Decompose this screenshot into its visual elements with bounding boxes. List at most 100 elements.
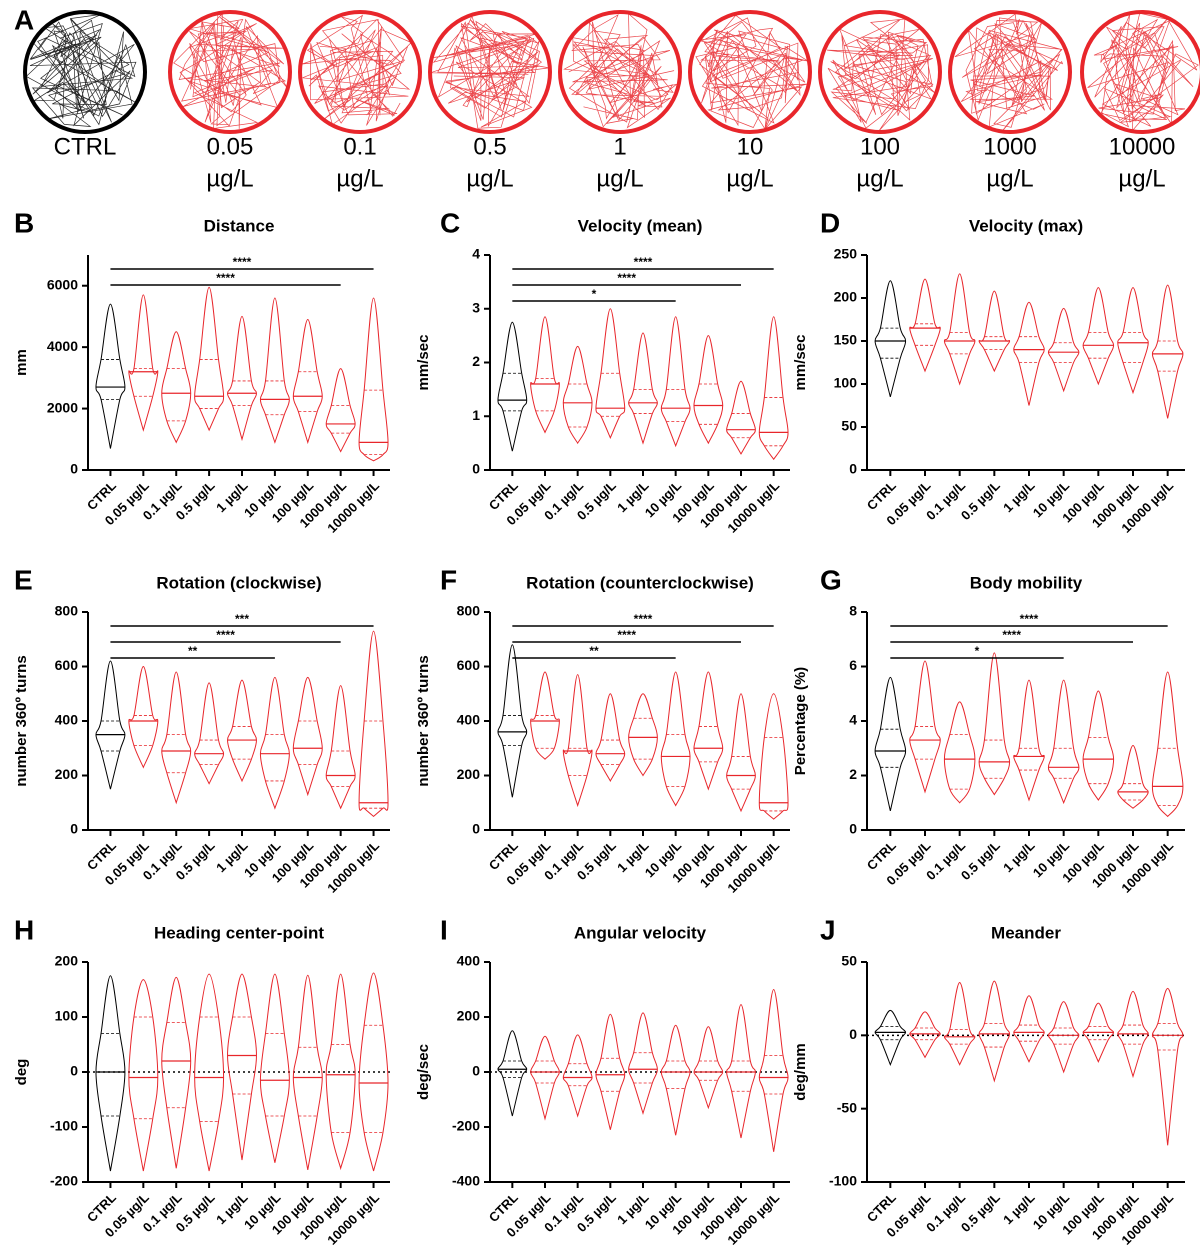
y-tick-label: 1 bbox=[472, 407, 480, 423]
violin bbox=[563, 1035, 592, 1116]
y-tick-label: 3 bbox=[472, 299, 480, 315]
y-tick-label: -100 bbox=[829, 1173, 857, 1189]
trajectory bbox=[174, 14, 288, 129]
violin bbox=[727, 694, 756, 811]
y-axis-label: mm bbox=[13, 349, 30, 376]
y-tick-label: 6000 bbox=[47, 276, 78, 292]
violin bbox=[944, 274, 975, 384]
violin bbox=[293, 320, 322, 443]
dose-label: 100 bbox=[860, 133, 900, 160]
y-tick-label: 50 bbox=[841, 418, 857, 434]
violin bbox=[596, 694, 625, 781]
violin bbox=[1014, 680, 1045, 800]
x-tick-label: 0.5 µg/L bbox=[958, 1190, 1003, 1235]
dose-label: 0.1 bbox=[343, 133, 376, 160]
violin bbox=[910, 1012, 941, 1057]
y-tick-label: 600 bbox=[55, 657, 79, 673]
chart-title: Body mobility bbox=[970, 573, 1083, 592]
panel-letter: J bbox=[820, 914, 836, 945]
chart-title: Rotation (clockwise) bbox=[156, 573, 321, 592]
y-tick-label: 2 bbox=[849, 766, 857, 782]
violin bbox=[910, 279, 941, 371]
significance-label: ** bbox=[589, 644, 599, 658]
panel-letter: B bbox=[14, 207, 34, 238]
violin bbox=[498, 1031, 527, 1116]
y-axis-label: deg/mm bbox=[792, 1043, 809, 1101]
y-tick-label: 200 bbox=[457, 766, 481, 782]
violin bbox=[228, 316, 257, 439]
unit-label: µg/L bbox=[206, 165, 253, 192]
y-tick-label: 0 bbox=[472, 1063, 480, 1079]
trajectory bbox=[955, 14, 1063, 131]
dose-label: 0.5 bbox=[473, 133, 506, 160]
violin bbox=[162, 332, 191, 443]
violin bbox=[228, 680, 257, 781]
unit-label: µg/L bbox=[726, 165, 773, 192]
chart-title: Heading center-point bbox=[154, 923, 324, 942]
violin bbox=[875, 1010, 906, 1064]
violin bbox=[260, 677, 289, 808]
violin bbox=[875, 677, 906, 811]
dose-label: CTRL bbox=[54, 133, 117, 160]
violin bbox=[661, 672, 690, 806]
violin bbox=[1014, 996, 1045, 1062]
violin bbox=[498, 322, 527, 451]
y-tick-label: 800 bbox=[457, 603, 481, 619]
significance-label: * bbox=[975, 644, 980, 658]
significance-label: **** bbox=[634, 612, 653, 626]
violin bbox=[1152, 988, 1183, 1145]
violin bbox=[195, 287, 224, 430]
violin bbox=[727, 381, 756, 454]
chart-title: Rotation (counterclockwise) bbox=[526, 573, 754, 592]
violin bbox=[1048, 680, 1079, 803]
y-tick-label: 4 bbox=[472, 246, 480, 262]
figure: A CTRL0.05µg/L0.1µg/L0.5µg/L1µg/L10µg/L1… bbox=[0, 0, 1200, 1256]
violin bbox=[359, 631, 388, 816]
y-tick-label: 800 bbox=[55, 603, 79, 619]
violin bbox=[326, 974, 355, 1168]
y-tick-label: 50 bbox=[841, 953, 857, 969]
y-tick-label: -400 bbox=[452, 1173, 480, 1189]
violin bbox=[326, 369, 355, 452]
y-tick-label: 400 bbox=[457, 953, 481, 969]
significance-label: **** bbox=[1020, 612, 1039, 626]
violin bbox=[129, 980, 158, 1171]
violin bbox=[162, 977, 191, 1168]
dose-label: 10 bbox=[737, 133, 764, 160]
y-tick-label: 4000 bbox=[47, 338, 78, 354]
y-axis-label: Percentage (%) bbox=[792, 667, 809, 775]
y-tick-label: 4 bbox=[849, 712, 857, 728]
trajectory bbox=[1088, 13, 1199, 130]
violin bbox=[629, 694, 658, 776]
violin bbox=[359, 298, 388, 461]
violin bbox=[260, 974, 289, 1163]
violin bbox=[1118, 288, 1149, 393]
y-tick-label: 400 bbox=[457, 712, 481, 728]
panel-letter: H bbox=[14, 914, 34, 945]
y-tick-label: 2000 bbox=[47, 399, 78, 415]
violin bbox=[1118, 746, 1149, 809]
significance-label: * bbox=[592, 287, 597, 301]
y-tick-label: 400 bbox=[55, 712, 79, 728]
arena-edge bbox=[1082, 12, 1200, 132]
violin bbox=[694, 336, 723, 444]
violin bbox=[162, 672, 191, 803]
arena-edge bbox=[560, 12, 680, 132]
dose-label: 1000 bbox=[983, 133, 1036, 160]
panel-letter: E bbox=[14, 564, 33, 595]
trajectory bbox=[827, 19, 935, 131]
violin bbox=[694, 1027, 723, 1108]
dose-label: 10000 bbox=[1109, 133, 1176, 160]
chart-title: Distance bbox=[204, 216, 275, 235]
y-tick-label: 200 bbox=[55, 953, 79, 969]
chart-title: Meander bbox=[991, 923, 1061, 942]
y-tick-label: 0 bbox=[70, 821, 78, 837]
violin bbox=[1152, 285, 1183, 418]
violin bbox=[129, 295, 158, 430]
violin bbox=[129, 667, 158, 768]
violin bbox=[293, 677, 322, 794]
y-tick-label: 0 bbox=[70, 1063, 78, 1079]
violin bbox=[661, 317, 690, 446]
violin bbox=[96, 661, 125, 789]
significance-label: ** bbox=[188, 644, 198, 658]
